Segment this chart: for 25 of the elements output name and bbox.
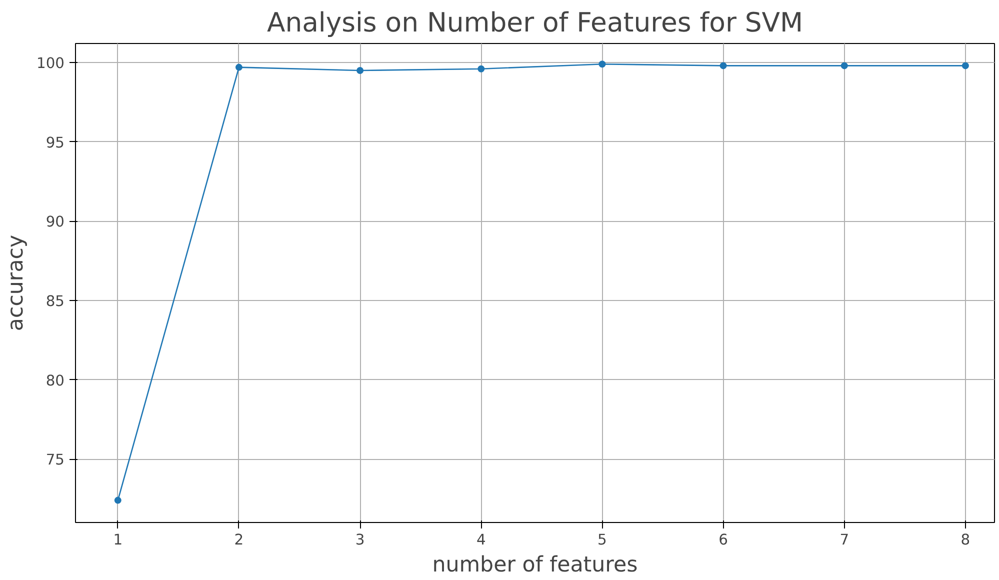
point xyxy=(114,496,122,504)
point xyxy=(962,62,969,70)
chart-title: Analysis on Number of Features for SVM xyxy=(266,8,804,38)
x-tick-label: 2 xyxy=(234,532,244,548)
x-tick-label: 8 xyxy=(960,532,970,548)
x-tick-label: 4 xyxy=(476,532,486,548)
y-tick-label: 75 xyxy=(46,452,65,469)
x-axis-title: number of features xyxy=(432,552,638,578)
x-tick-label: 5 xyxy=(598,532,607,548)
x-tick-label: 3 xyxy=(355,532,365,548)
point xyxy=(478,65,485,72)
y-tick-label: 85 xyxy=(46,292,65,310)
y-tick-label: 95 xyxy=(46,134,65,152)
y-tick-label: 80 xyxy=(46,372,65,390)
x-tick-label: 6 xyxy=(718,532,728,548)
x-tick-label: 1 xyxy=(113,532,123,548)
point xyxy=(840,62,848,70)
point xyxy=(235,64,242,71)
point xyxy=(598,60,606,68)
y-tick-label: 90 xyxy=(46,214,65,231)
point xyxy=(720,62,727,70)
y-tick-label: 100 xyxy=(36,55,65,72)
point xyxy=(356,66,364,74)
y-axis-title: accuracy xyxy=(4,234,29,332)
x-tick-label: 7 xyxy=(840,532,850,548)
